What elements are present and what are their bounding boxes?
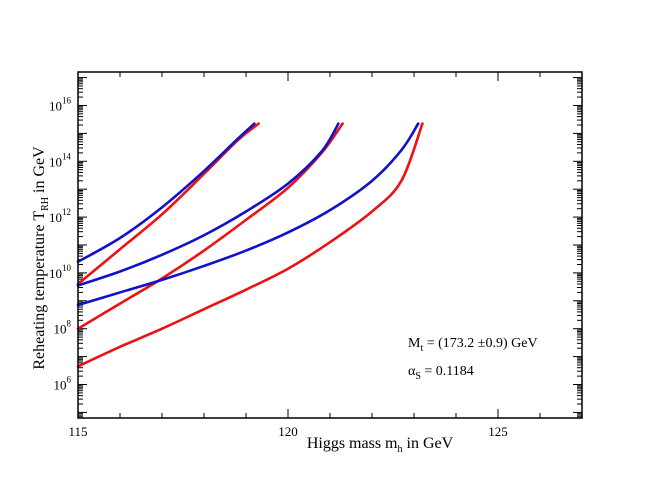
x-tick-label: 115 (68, 424, 87, 439)
alpha-s-annotation: αS = 0.1184 (408, 364, 474, 382)
y-tick-label: 106 (54, 375, 72, 393)
y-axis-label: Reheating temperature TRH in GeV (31, 146, 51, 370)
x-axis-label: Higgs mass mh in GeV (307, 435, 454, 455)
series-line-red-lower (76, 122, 424, 368)
y-tick-label: 1016 (49, 95, 72, 113)
x-tick-label: 125 (488, 424, 508, 439)
series-line-blue-middle (76, 122, 340, 287)
y-tick-label: 1014 (49, 151, 72, 169)
series-line-blue-lower (76, 122, 420, 307)
y-tick-label: 1010 (49, 263, 72, 281)
series-group (76, 122, 424, 368)
tick-labels: 115 120 125 106 108 1010 1012 1014 1016 (49, 95, 508, 439)
plot-frame (77, 71, 583, 419)
x-tick-label: 120 (278, 424, 298, 439)
y-tick-label: 108 (54, 319, 72, 337)
y-tick-label: 1012 (49, 207, 71, 225)
top-quark-mass-annotation: Mt = (173.2 ±0.9) GeV (408, 336, 538, 354)
series-line-blue-upper (76, 122, 256, 264)
axes-ticks (77, 72, 583, 418)
